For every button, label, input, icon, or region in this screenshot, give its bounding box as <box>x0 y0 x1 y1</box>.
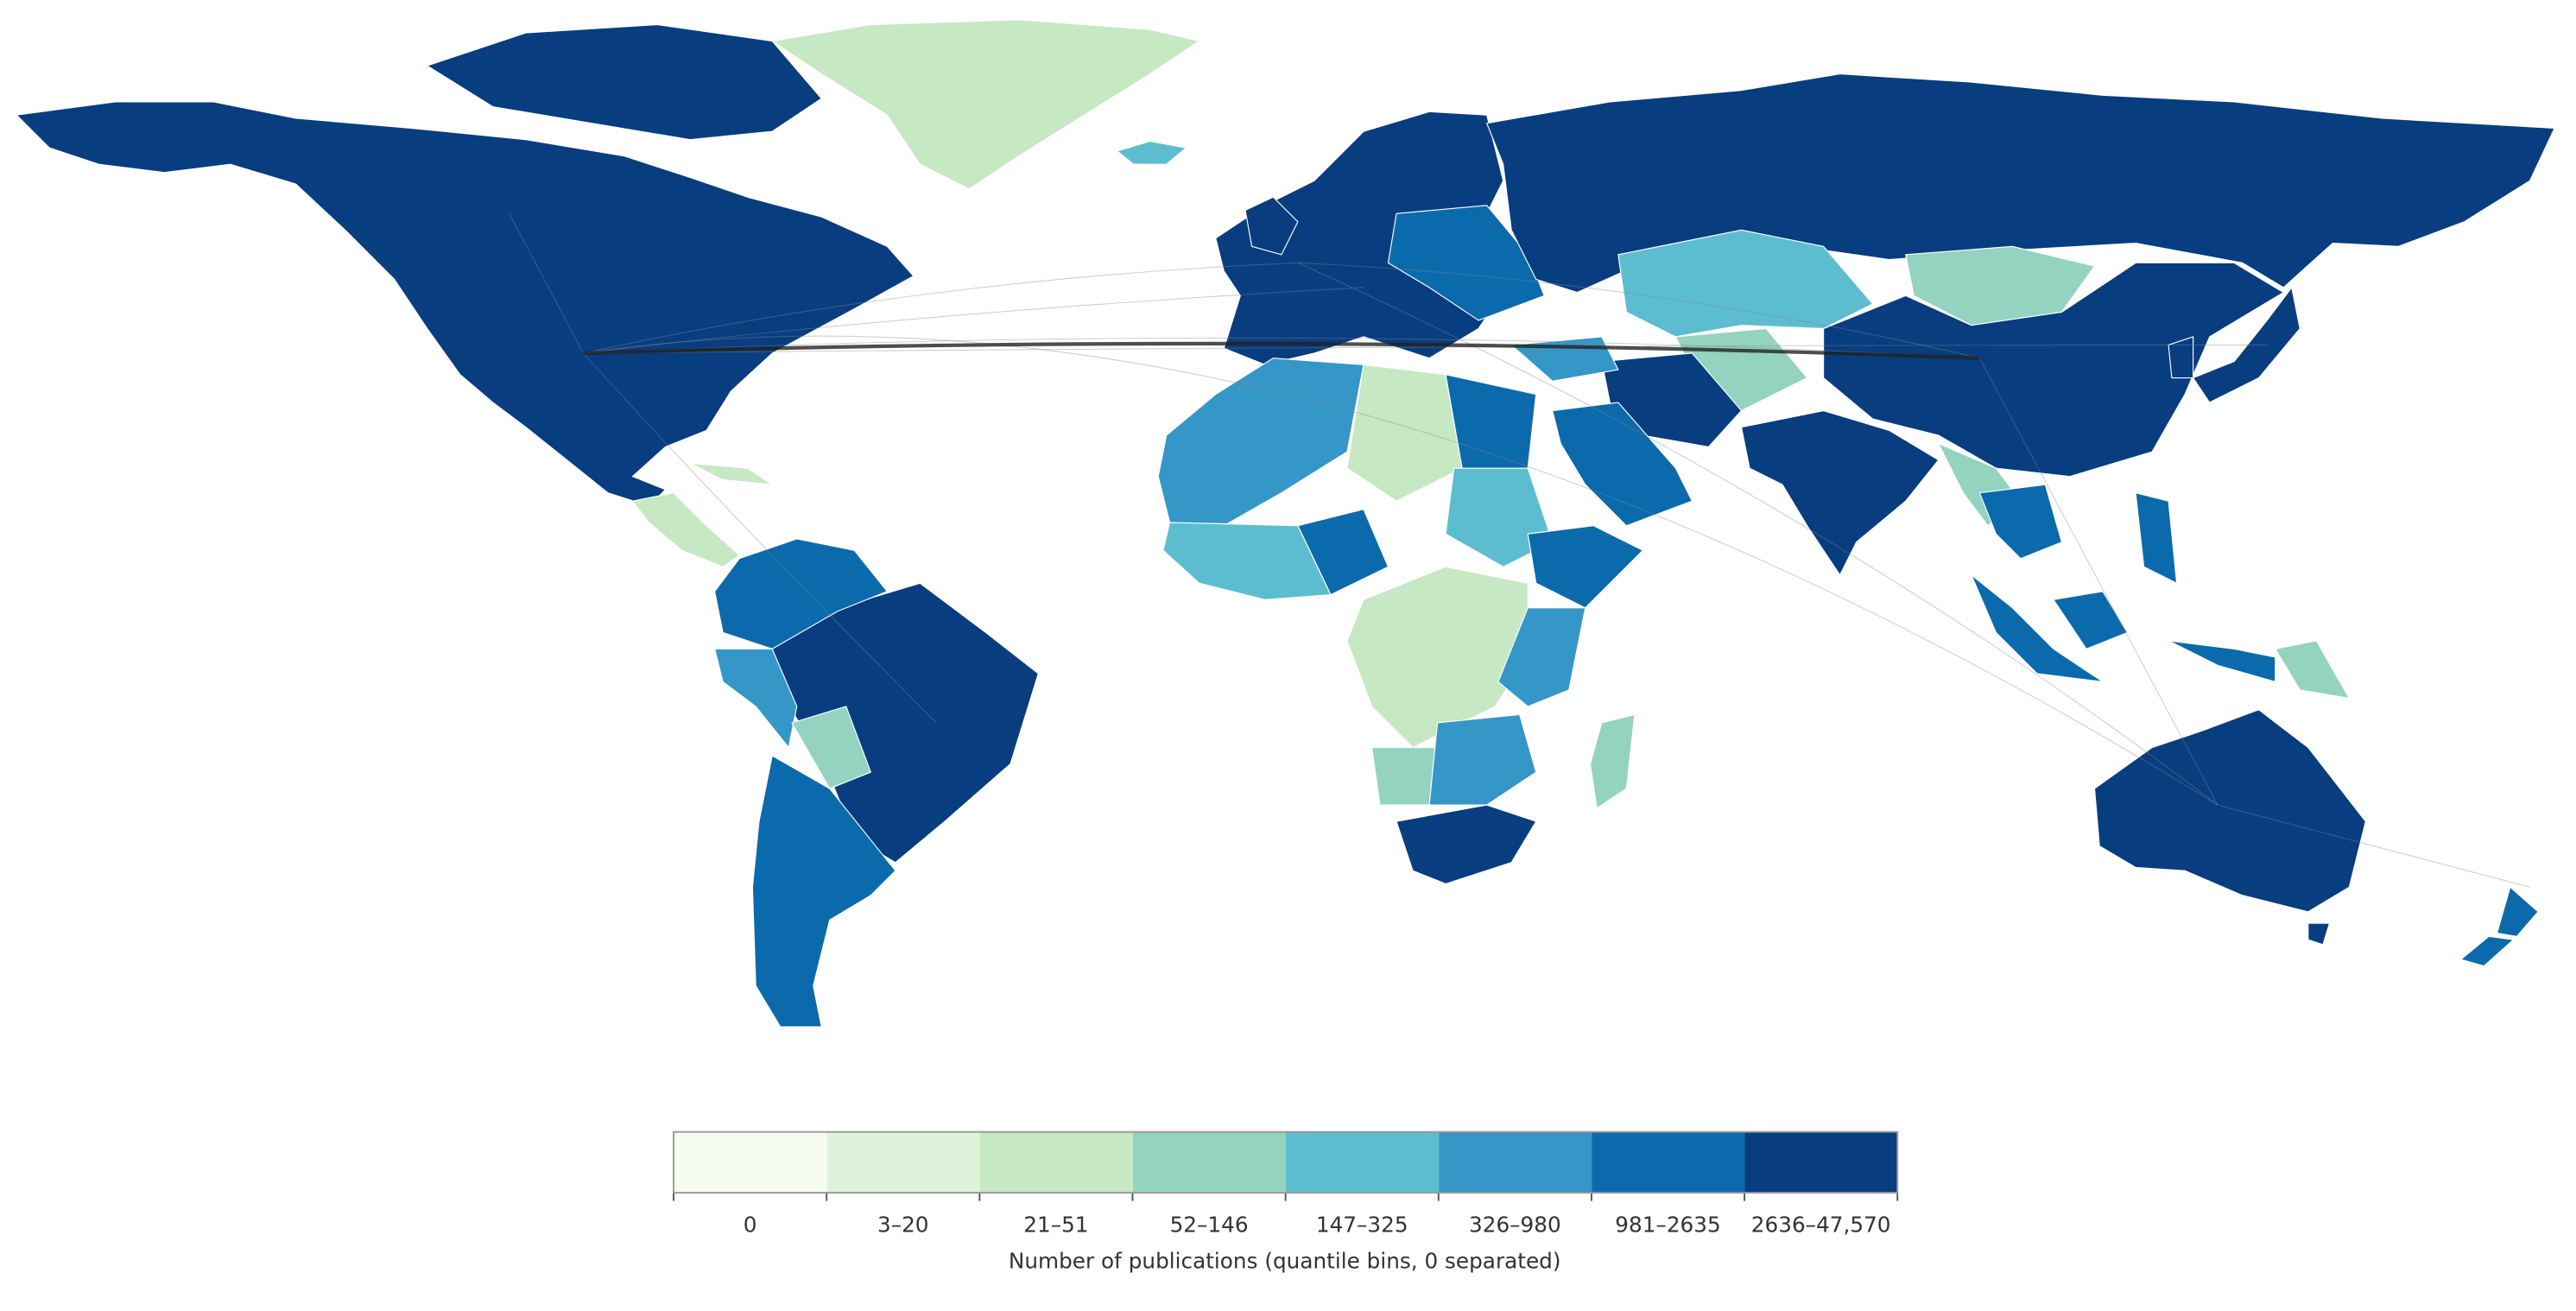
country <box>791 706 871 789</box>
country <box>1157 358 1364 527</box>
legend: 2636–47,570 981–2635 326–980 147–325 52–146 2… <box>673 1130 1899 1274</box>
country <box>2275 640 2350 700</box>
link <box>583 344 2268 354</box>
legend-label: 326–980 <box>1469 1213 1561 1238</box>
country <box>714 648 798 749</box>
country <box>1527 525 1643 609</box>
country <box>2168 640 2276 683</box>
link <box>1297 262 2218 806</box>
country <box>1552 402 1693 527</box>
country <box>2053 591 2129 649</box>
link <box>583 335 2218 806</box>
country <box>2135 492 2178 584</box>
main-link <box>583 341 1980 360</box>
country <box>771 19 1200 190</box>
country <box>16 101 915 507</box>
country <box>2496 886 2539 937</box>
country <box>1497 607 1586 707</box>
country <box>1346 364 1463 502</box>
country <box>714 538 888 649</box>
legend-swatch <box>1744 1131 1898 1194</box>
link <box>1978 358 2218 806</box>
link <box>583 287 1364 354</box>
country <box>1370 746 1439 806</box>
collaboration-links <box>509 213 2530 888</box>
link <box>2218 804 2530 888</box>
country <box>427 23 822 141</box>
country <box>631 492 740 567</box>
link <box>583 352 937 724</box>
country <box>2093 709 2366 913</box>
country <box>2460 935 2515 967</box>
legend-label: 3–20 <box>877 1213 929 1238</box>
country <box>1346 566 1529 749</box>
country <box>1117 141 1187 165</box>
country <box>1428 713 1537 806</box>
country <box>1445 467 1554 567</box>
country <box>1740 409 1940 576</box>
country <box>1162 522 1332 600</box>
legend-label: 52–146 <box>1170 1213 1249 1238</box>
country <box>1396 804 1537 884</box>
country <box>1589 713 1636 809</box>
country <box>2168 336 2194 379</box>
legend-label: 2636–47,570 <box>1751 1213 1891 1238</box>
legend-swatch <box>674 1131 827 1194</box>
legend-swatch <box>979 1131 1134 1194</box>
country <box>689 462 773 485</box>
link <box>1297 262 1980 359</box>
country <box>1971 574 2104 683</box>
country <box>1978 484 2063 560</box>
country <box>1244 196 1299 256</box>
country <box>1445 374 1537 469</box>
country <box>1823 262 2284 478</box>
country <box>2307 922 2331 946</box>
country <box>751 755 896 1028</box>
legend-title: Number of publications (quantile bins, 0… <box>1009 1249 1561 1274</box>
legend-label: 0 <box>744 1213 757 1238</box>
country <box>1387 205 1545 321</box>
link <box>509 213 584 354</box>
legend-label: 981–2635 <box>1615 1213 1720 1238</box>
legend-label: 21–51 <box>1023 1213 1088 1238</box>
legend-label: 147–325 <box>1316 1213 1408 1238</box>
legend-swatch <box>1285 1131 1440 1194</box>
link <box>583 337 1980 359</box>
legend-swatch <box>1132 1131 1287 1194</box>
countries <box>16 19 2555 1028</box>
legend-frame <box>673 1130 1899 1194</box>
legend-swatch <box>826 1131 980 1194</box>
legend-swatch <box>1438 1131 1592 1194</box>
country <box>2193 287 2301 403</box>
country <box>1510 336 1619 382</box>
legend-swatch <box>1591 1131 1745 1194</box>
link <box>583 262 1298 354</box>
